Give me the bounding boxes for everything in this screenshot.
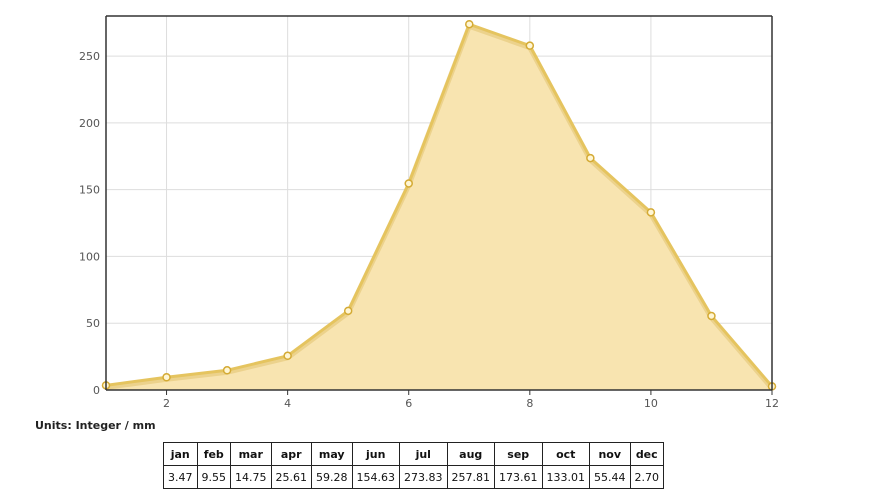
y-tick-label: 50 — [86, 317, 100, 330]
x-tick-label: 4 — [284, 397, 291, 410]
x-tick-label: 2 — [163, 397, 170, 410]
table-header-cell: mar — [230, 442, 272, 466]
x-tick-label: 8 — [526, 397, 533, 410]
table-header-row: jan feb mar apr may jun jul aug sep oct … — [163, 442, 664, 466]
table-cell: 59.28 — [311, 465, 353, 489]
table-header-cell: oct — [541, 442, 590, 466]
x-tick-label: 12 — [765, 397, 779, 410]
table-header-cell: may — [311, 442, 353, 466]
table-header-cell: jun — [351, 442, 400, 466]
table-header-cell: jan — [163, 442, 198, 466]
y-tick-label: 0 — [93, 384, 100, 397]
data-point — [646, 208, 656, 217]
table-row: 3.47 9.55 14.75 25.61 59.28 154.63 273.8… — [163, 465, 664, 489]
y-tick-label: 250 — [79, 50, 100, 63]
data-point — [465, 19, 474, 29]
table-cell: 133.01 — [541, 465, 590, 489]
data-point — [222, 366, 232, 375]
table-cell: 257.81 — [446, 465, 495, 489]
series-area — [106, 24, 772, 390]
table-cell: 3.47 — [163, 465, 198, 489]
data-point — [404, 179, 413, 188]
table-cell: 55.44 — [589, 465, 631, 489]
table-header-cell: nov — [589, 442, 631, 466]
markers — [101, 19, 777, 391]
monthly-values-table: jan feb mar apr may jun jul aug sep oct … — [163, 442, 664, 489]
units-label: Units: Integer / mm — [35, 419, 156, 432]
table-cell: 2.70 — [629, 465, 664, 489]
table-header-cell: dec — [629, 442, 664, 466]
data-point — [283, 351, 292, 361]
data-point — [586, 153, 595, 163]
data-point — [707, 311, 716, 321]
data-point — [525, 41, 535, 50]
table-header-cell: aug — [446, 442, 495, 466]
table-header-cell: sep — [494, 442, 543, 466]
table-cell: 154.63 — [351, 465, 400, 489]
table-cell: 9.55 — [196, 465, 231, 489]
table-cell: 173.61 — [494, 465, 543, 489]
y-tick-label: 100 — [79, 250, 100, 263]
table-header-cell: jul — [399, 442, 448, 466]
plot-frame — [105, 15, 773, 391]
x-tick-label: 6 — [405, 397, 412, 410]
table-cell: 25.61 — [270, 465, 312, 489]
x-axis-ticks: 2 4 6 8 10 12 — [163, 390, 779, 410]
area-chart: 0 50 100 150 200 250 2 4 6 8 10 12 — [79, 15, 779, 410]
y-tick-label: 200 — [79, 117, 100, 130]
data-point — [162, 372, 171, 382]
table-cell: 273.83 — [399, 465, 448, 489]
table-header-cell: feb — [196, 442, 231, 466]
series-line — [105, 22, 774, 388]
table-header-cell: apr — [270, 442, 312, 466]
table-cell: 14.75 — [230, 465, 272, 489]
series-layer — [105, 22, 774, 391]
x-tick-label: 10 — [644, 397, 658, 410]
y-tick-label: 150 — [79, 184, 100, 197]
data-point — [343, 306, 353, 316]
y-axis-ticks: 0 50 100 150 200 250 — [79, 50, 100, 397]
